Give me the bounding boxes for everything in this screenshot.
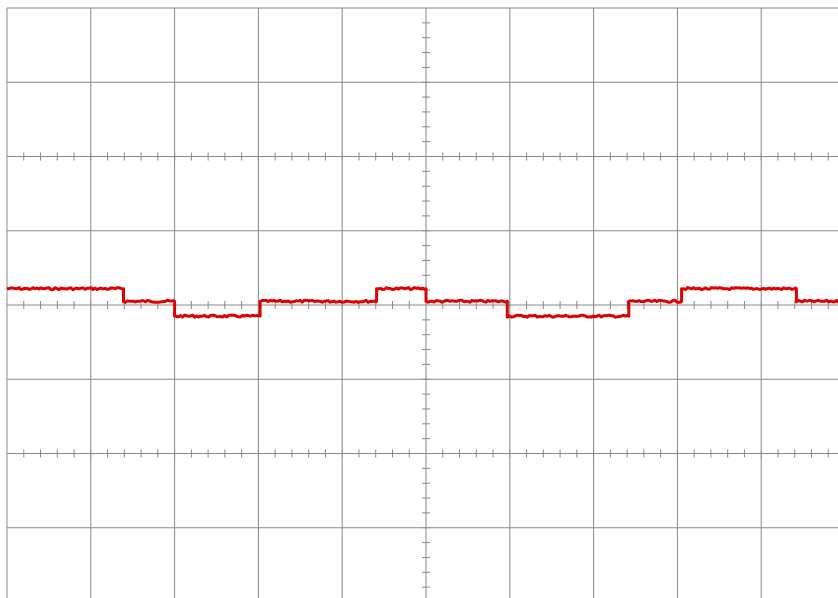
graticule-minor-ticks bbox=[6, 7, 829, 588]
signal-trace-line bbox=[6, 286, 838, 319]
signal-trace bbox=[6, 286, 838, 319]
